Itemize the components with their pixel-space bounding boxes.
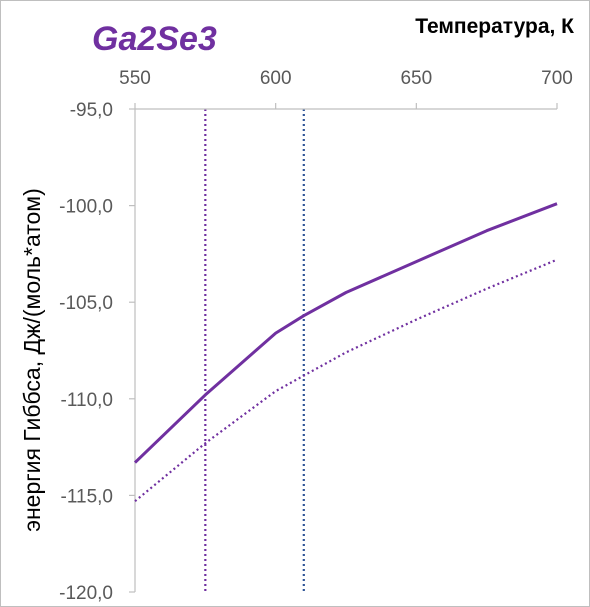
series-line-solid (133, 202, 558, 464)
series-group (133, 202, 558, 503)
y-tick-label: -105,0 (59, 293, 113, 314)
x-tick-label: 650 (400, 68, 432, 89)
series-line-dotted (134, 258, 558, 503)
x-tick-label: 700 (541, 68, 573, 89)
y-tick-label: -95,0 (70, 100, 113, 121)
axes (129, 103, 558, 593)
y-tick-label: -120,0 (59, 583, 113, 604)
tick-labels: 550 600 650 700 -95,0 -100,0 -105,0 -110,0 -115,… (59, 68, 573, 604)
reference-lines (204, 109, 305, 592)
chart-title: Ga2Se3 (92, 20, 217, 58)
y-axis-label: энергия Гиббса, Дж/(моль*атом) (19, 188, 45, 532)
x-tick-label: 600 (260, 68, 292, 89)
y-tick-label: -115,0 (61, 486, 113, 507)
x-tick-label: 550 (119, 68, 151, 89)
y-tick-label: -110,0 (61, 390, 113, 411)
y-tick-label: -100,0 (59, 197, 113, 218)
x-axis-label: Температура, К (415, 15, 574, 38)
